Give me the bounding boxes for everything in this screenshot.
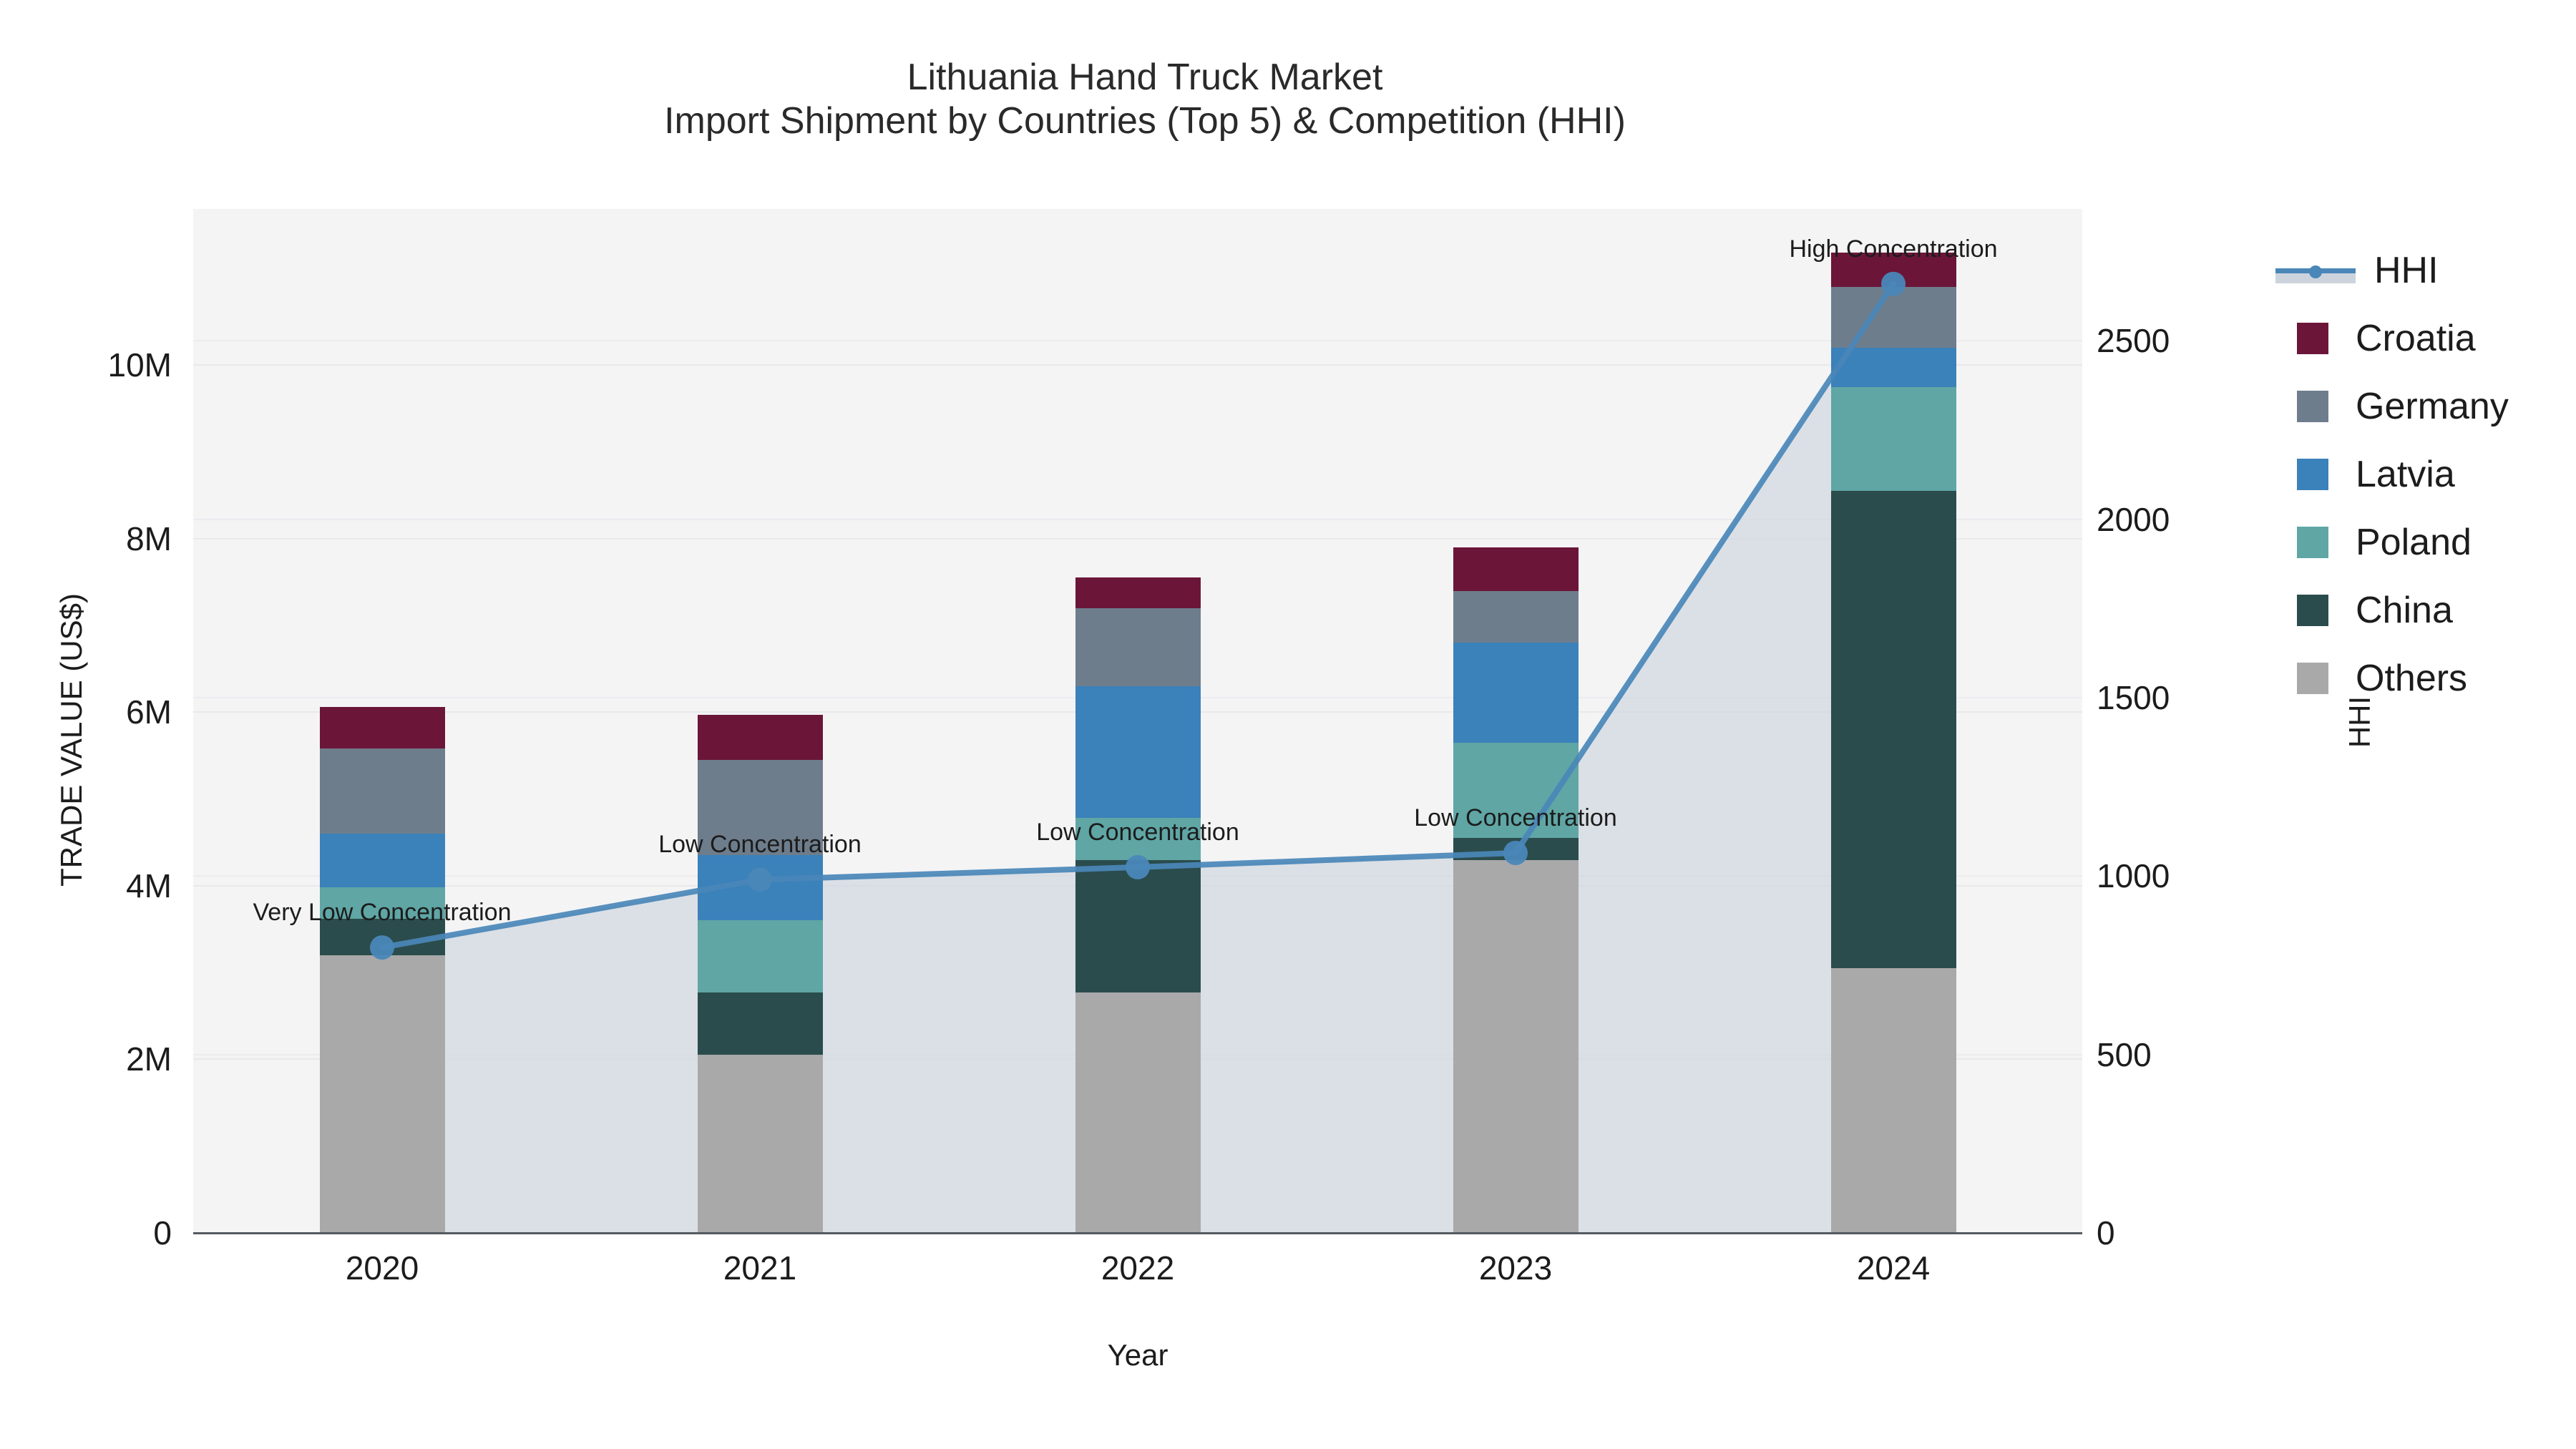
legend-item-china[interactable]: China (2275, 576, 2576, 644)
gridline-right-5 (193, 340, 2082, 342)
bar-segment-2020-latvia[interactable] (319, 834, 445, 888)
bar-segment-2024-latvia[interactable] (1830, 348, 1956, 387)
bar-group-2023[interactable] (1453, 209, 1579, 1233)
annotation-2021: Low Concentration (658, 831, 862, 859)
hhi-marker-2024[interactable] (1881, 271, 1906, 296)
annotation-2022: Low Concentration (1036, 818, 1239, 846)
bar-segment-2022-others[interactable] (1075, 992, 1201, 1233)
y-axis-left-label: TRADE VALUE (US$) (54, 593, 88, 887)
bar-segment-2021-china[interactable] (697, 992, 823, 1055)
y-tick-left-0: 0 (153, 1214, 172, 1252)
x-axis-label: Year (1107, 1338, 1169, 1372)
y-tick-left-4M: 4M (126, 867, 172, 904)
legend-item-croatia[interactable]: Croatia (2275, 304, 2576, 372)
annotation-2020: Very Low Concentration (253, 899, 512, 927)
legend-label: China (2356, 589, 2453, 631)
legend-item-hhi[interactable]: HHI (2275, 236, 2576, 304)
bar-segment-2022-germany[interactable] (1075, 608, 1201, 686)
bar-segment-2021-germany[interactable] (697, 760, 823, 856)
bar-segment-2020-germany[interactable] (319, 748, 445, 834)
legend-swatch-icon (2297, 662, 2328, 694)
legend-label: HHI (2374, 249, 2439, 291)
hhi-line-path (379, 280, 1896, 951)
bar-segment-2024-poland[interactable] (1830, 386, 1956, 492)
y-tick-right-0: 0 (2097, 1214, 2115, 1252)
legend-swatch-icon (2297, 322, 2328, 354)
y-tick-left-2M: 2M (126, 1040, 172, 1078)
x-tick-2023: 2023 (1478, 1249, 1553, 1287)
x-tick-2020: 2020 (345, 1249, 419, 1287)
bar-segment-2023-others[interactable] (1453, 859, 1579, 1233)
bar-segment-2023-germany[interactable] (1453, 590, 1579, 643)
legend-label: Germany (2356, 385, 2509, 427)
chart-title-line-1: Lithuania Hand Truck Market (907, 57, 1383, 98)
y-tick-left-6M: 6M (126, 693, 172, 731)
bar-group-2024[interactable] (1830, 209, 1956, 1233)
gridline-left-4 (193, 537, 2082, 540)
bar-segment-2023-croatia[interactable] (1453, 547, 1579, 591)
plot-area: Very Low Concentration Low Concentration L… (193, 209, 2082, 1234)
hhi-marker-2020[interactable] (370, 935, 394, 960)
legend-swatch-icon (2297, 526, 2328, 558)
hhi-marker-2021[interactable] (748, 867, 772, 892)
bar-segment-2020-poland[interactable] (319, 887, 445, 919)
bar-segment-2023-latvia[interactable] (1453, 643, 1579, 743)
bar-group-2020[interactable] (319, 209, 445, 1233)
gridline-left-5 (193, 364, 2082, 366)
bar-segment-2021-croatia[interactable] (697, 715, 823, 761)
y-tick-right-2000: 2000 (2097, 500, 2170, 538)
y-tick-left-8M: 8M (126, 519, 172, 557)
bar-segment-2022-croatia[interactable] (1075, 577, 1201, 608)
bar-segment-2024-germany[interactable] (1830, 287, 1956, 348)
y-tick-left-10M: 10M (107, 346, 172, 384)
hhi-marker-2022[interactable] (1126, 854, 1150, 879)
y-tick-right-2500: 2500 (2097, 322, 2170, 360)
legend-item-others[interactable]: Others (2275, 644, 2576, 712)
bar-segment-2024-others[interactable] (1830, 968, 1956, 1233)
bar-segment-2022-latvia[interactable] (1075, 686, 1201, 819)
legend-swatch-icon (2297, 594, 2328, 626)
hhi-marker-2023[interactable] (1503, 840, 1528, 865)
chart-title-line-2: Import Shipment by Countries (Top 5) & C… (664, 100, 1626, 142)
hhi-line-series (370, 271, 1906, 960)
bar-segment-2021-poland[interactable] (697, 920, 823, 993)
chart-title: Lithuania Hand Truck Market Import Shipm… (0, 56, 2290, 144)
x-axis-line (193, 1232, 2082, 1234)
y-tick-right-500: 500 (2097, 1035, 2152, 1073)
gridline-right-4 (193, 518, 2082, 520)
legend-label: Latvia (2356, 453, 2455, 495)
legend-label: Croatia (2356, 317, 2476, 359)
chart-legend: HHI Croatia Germany Latvia Poland China Others (2275, 236, 2576, 712)
legend-label: Others (2356, 657, 2468, 699)
y-tick-right-1500: 1500 (2097, 679, 2170, 717)
legend-item-poland[interactable]: Poland (2275, 508, 2576, 576)
legend-swatch-icon (2297, 458, 2328, 490)
x-tick-2021: 2021 (723, 1249, 797, 1287)
bar-group-2021[interactable] (697, 209, 823, 1233)
legend-swatch-icon (2297, 390, 2328, 422)
x-tick-2024: 2024 (1856, 1249, 1931, 1287)
bar-segment-2021-others[interactable] (697, 1055, 823, 1233)
x-tick-2022: 2022 (1101, 1249, 1175, 1287)
y-tick-right-1000: 1000 (2097, 857, 2170, 895)
annotation-2024: High Concentration (1789, 235, 1998, 263)
bar-segment-2022-china[interactable] (1075, 859, 1201, 993)
bar-group-2022[interactable] (1075, 209, 1201, 1233)
annotation-2023: Low Concentration (1414, 804, 1617, 831)
bar-segment-2020-croatia[interactable] (319, 707, 445, 749)
legend-item-germany[interactable]: Germany (2275, 372, 2576, 440)
bar-segment-2024-china[interactable] (1830, 491, 1956, 969)
bar-segment-2020-others[interactable] (319, 955, 445, 1233)
legend-label: Poland (2356, 521, 2472, 563)
bar-segment-2022-poland[interactable] (1075, 818, 1201, 860)
legend-item-latvia[interactable]: Latvia (2275, 440, 2576, 508)
legend-line-icon (2275, 255, 2356, 286)
